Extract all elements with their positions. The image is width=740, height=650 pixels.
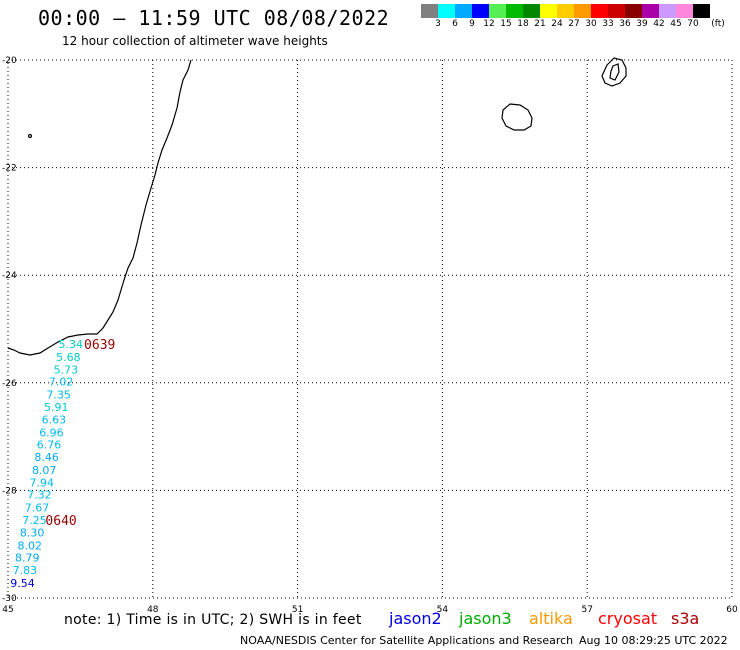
satellite-cryosat: cryosat (598, 609, 658, 628)
lat-tick-label: -24 (2, 271, 17, 281)
satellite-s3a: s3a (671, 609, 700, 628)
lat-tick-label: -30 (2, 594, 17, 604)
wave-height-value: 7.67 (25, 502, 50, 515)
legend-level-label: 15 (500, 19, 512, 29)
legend-level-label: 33 (602, 19, 614, 29)
legend-swatches (421, 4, 710, 18)
legend-labels: 3 6 9 12 15 18 21 24 27 30 33 36 39 42 45 70 (ft) (421, 18, 725, 30)
lon-tick-label: 54 (437, 605, 449, 615)
wave-height-value: 8.02 (17, 539, 42, 552)
legend-swatch (625, 4, 642, 18)
wave-height-labels: 5.345.685.737.027.355.916.636.966.768.46… (10, 338, 83, 590)
legend-swatch (523, 4, 540, 18)
wave-height-value: 5.68 (56, 351, 81, 364)
wave-height-value: 7.02 (49, 376, 74, 389)
legend-level-label: 36 (619, 19, 631, 29)
madagascar-coast (7, 59, 192, 356)
pass-time-label: 0640 (45, 514, 76, 529)
wave-height-value: 9.54 (10, 577, 35, 590)
legend-level-label: 27 (568, 19, 580, 29)
legend-level-label: 6 (452, 19, 458, 29)
lon-tick-label: 60 (726, 605, 738, 615)
wave-height-value: 8.46 (34, 451, 59, 464)
wave-height-value: 6.63 (42, 413, 67, 426)
lat-tick-label: -26 (2, 379, 17, 389)
legend-swatch (693, 4, 710, 18)
map-frame (7, 59, 733, 599)
wave-height-value: 7.83 (13, 564, 38, 577)
credit-text: NOAA/NESDIS Center for Satellite Applica… (240, 634, 574, 647)
wave-height-value: 8.30 (20, 526, 45, 539)
wave-height-value: 8.07 (32, 464, 57, 477)
lat-tick-label: -28 (2, 486, 17, 496)
legend-swatch (591, 4, 608, 18)
reunion-island (501, 103, 533, 131)
mauritius-island-inner (609, 63, 620, 81)
wave-height-value: 6.96 (39, 426, 64, 439)
wave-height-value: 5.91 (44, 401, 69, 414)
wave-height-value: 7.35 (46, 389, 71, 402)
legend-level-label: 9 (469, 19, 475, 29)
legend-swatch (506, 4, 523, 18)
legend-swatch (608, 4, 625, 18)
timestamp: Aug 10 08:29:25 UTC 2022 (579, 634, 728, 647)
satellite-altika: altika (529, 609, 573, 628)
map-grid (7, 59, 733, 599)
satellite-jason2: jason2 (389, 609, 442, 628)
wave-height-value: 6.76 (37, 439, 62, 452)
pass-time-labels: 0639 0640 (45, 338, 115, 529)
legend-swatch (557, 4, 574, 18)
legend-level-label: 18 (517, 19, 529, 29)
coastline (7, 57, 627, 356)
wave-height-value: 5.34 (58, 338, 83, 351)
wave-height-value: 7.25 (22, 514, 47, 527)
wave-height-value: 8.79 (15, 552, 40, 565)
lon-tick-label: 45 (2, 605, 13, 615)
legend-swatch (676, 4, 693, 18)
legend-level-label: 39 (636, 19, 648, 29)
legend-swatch (642, 4, 659, 18)
wave-height-value: 5.73 (54, 363, 79, 376)
lon-tick-label: 57 (581, 605, 592, 615)
satellite-jason3: jason3 (459, 609, 512, 628)
lat-tick-label: -20 (2, 56, 17, 66)
legend-level-label: 70 (687, 19, 699, 29)
legend-level-label: 12 (483, 19, 495, 29)
lat-tick-label: -22 (2, 164, 17, 174)
page-title: 00:00 – 11:59 UTC 08/08/2022 (38, 6, 390, 30)
legend-unit-label: (ft) (711, 19, 725, 29)
lon-tick-label: 48 (147, 605, 159, 615)
legend-level-label: 45 (670, 19, 682, 29)
legend-swatch (659, 4, 676, 18)
lon-tick-label: 51 (292, 605, 303, 615)
wave-height-value: 7.32 (27, 489, 52, 502)
legend-swatch (574, 4, 591, 18)
page-subtitle: 12 hour collection of altimeter wave hei… (62, 34, 328, 48)
legend-level-label: 24 (551, 19, 563, 29)
legend-level-label: 30 (585, 19, 597, 29)
legend-level-label: 3 (435, 19, 441, 29)
legend-level-label: 21 (534, 19, 546, 29)
legend-level-label: 42 (653, 19, 665, 29)
mauritius-island (601, 57, 627, 87)
legend-swatch (455, 4, 472, 18)
legend-swatch (472, 4, 489, 18)
islet (27, 133, 33, 139)
note-text: note: 1) Time is in UTC; 2) SWH is in fe… (64, 612, 362, 628)
legend-swatch (421, 4, 438, 18)
legend-swatch (489, 4, 506, 18)
legend-swatch (540, 4, 557, 18)
axis-labels: 45 48 51 54 57 60 -20 -22 -24 -26 -28 -30 (2, 56, 738, 615)
legend-swatch (438, 4, 455, 18)
wave-height-value: 7.94 (30, 476, 55, 489)
pass-time-label: 0639 (84, 338, 115, 353)
color-legend: 3 6 9 12 15 18 21 24 27 30 33 36 39 42 45 70 (ft) (421, 4, 725, 30)
